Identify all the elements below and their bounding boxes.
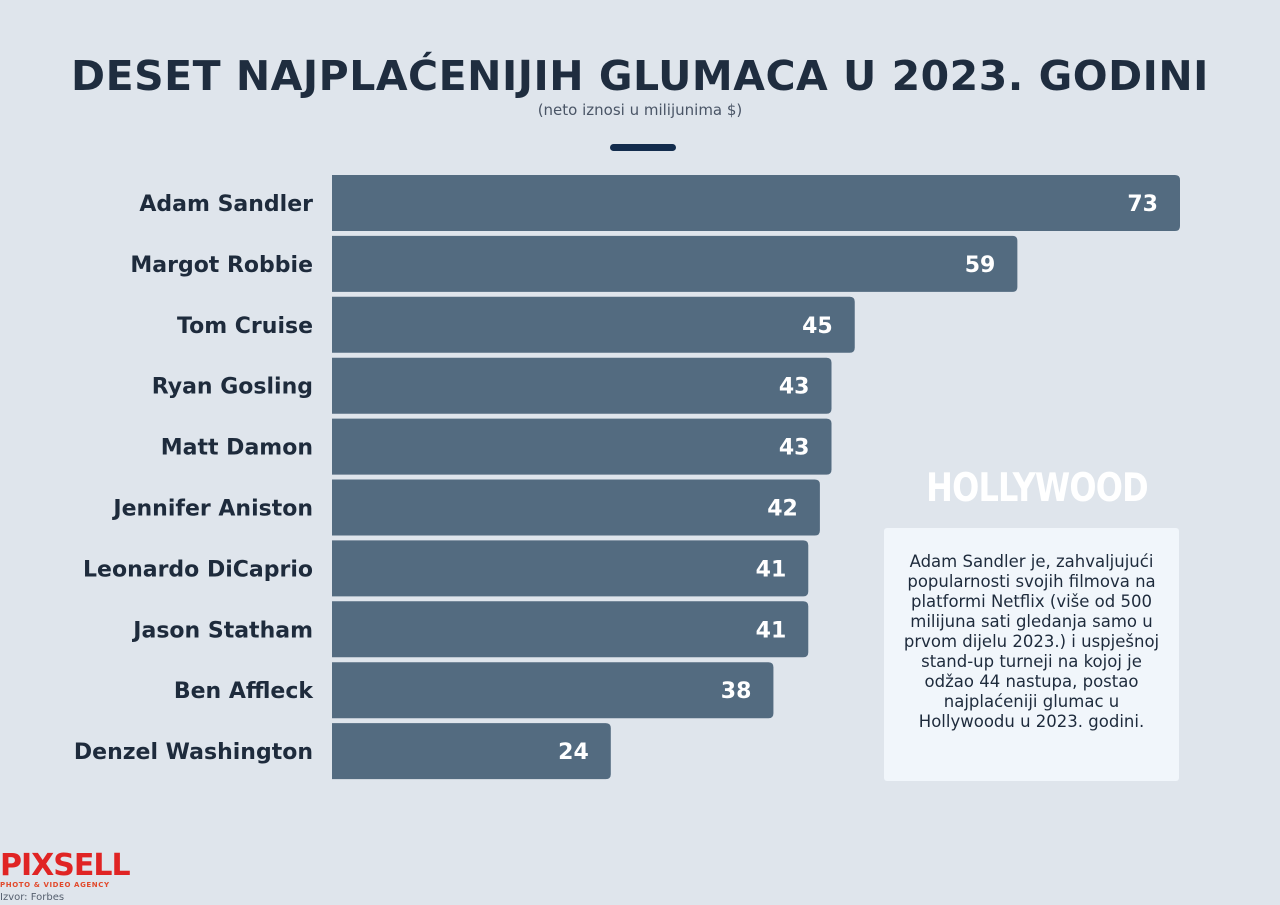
category-label: Adam Sandler bbox=[139, 192, 313, 217]
hollywood-watermark: HOLLYWOOD bbox=[926, 466, 1149, 511]
bar-value-label: 24 bbox=[558, 740, 589, 765]
bar bbox=[332, 357, 832, 414]
category-label: Margot Robbie bbox=[130, 253, 313, 278]
category-label: Matt Damon bbox=[161, 436, 313, 461]
logo-tagline: PHOTO & VIDEO AGENCY bbox=[0, 881, 110, 889]
logo-wordmark: PIXSELL bbox=[0, 848, 131, 883]
bar bbox=[332, 540, 809, 597]
title-divider bbox=[610, 144, 676, 151]
category-label: Denzel Washington bbox=[74, 740, 313, 765]
bar-value-label: 42 bbox=[767, 497, 798, 522]
category-label: Tom Cruise bbox=[177, 314, 313, 339]
bar bbox=[332, 418, 832, 475]
bar-value-label: 43 bbox=[779, 436, 810, 461]
bar bbox=[332, 479, 820, 536]
chart-title: DESET NAJPLAĆENIJIH GLUMACA U 2023. GODI… bbox=[71, 52, 1209, 100]
category-label: Leonardo DiCaprio bbox=[83, 557, 313, 582]
bar-value-label: 41 bbox=[756, 557, 787, 582]
bar-value-label: 41 bbox=[756, 618, 787, 643]
bar-value-label: 73 bbox=[1127, 192, 1158, 217]
bar bbox=[332, 296, 855, 353]
bar-value-label: 59 bbox=[965, 253, 996, 278]
chart-subtitle: (neto iznosi u milijunima $) bbox=[537, 101, 743, 119]
annotation-box: Adam Sandler je, zahvaljujući popularnos… bbox=[884, 528, 1179, 781]
category-label: Jennifer Aniston bbox=[111, 497, 313, 522]
category-label: Ben Affleck bbox=[174, 679, 315, 704]
bar bbox=[332, 235, 1018, 292]
category-label: Ryan Gosling bbox=[152, 375, 313, 400]
bar bbox=[332, 175, 1180, 231]
bar bbox=[332, 723, 611, 780]
bar bbox=[332, 662, 774, 719]
annotation-text: Adam Sandler je, zahvaljujući popularnos… bbox=[903, 552, 1160, 731]
source-note: Izvor: Forbes bbox=[0, 892, 65, 903]
pixsell-logo: PIXSELL PHOTO & VIDEO AGENCY bbox=[0, 848, 131, 890]
category-label: Jason Statham bbox=[131, 618, 313, 643]
bar-value-label: 45 bbox=[802, 314, 833, 339]
bar-value-label: 38 bbox=[721, 679, 752, 704]
bar-value-label: 43 bbox=[779, 375, 810, 400]
bar bbox=[332, 601, 809, 658]
